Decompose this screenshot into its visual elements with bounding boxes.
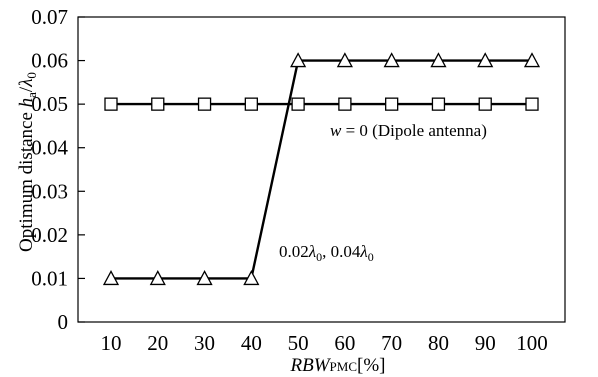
square-marker	[431, 97, 446, 111]
square-marker	[104, 97, 118, 111]
y-axis-title-prefix: Optimum distance	[16, 107, 37, 252]
annotation-pmc-lambda1: λ	[308, 242, 316, 261]
triangle-marker	[430, 52, 447, 68]
x-axis-title-sub: PMC	[330, 359, 357, 374]
triangle-marker	[290, 52, 307, 68]
y-tick-label: 0.06	[31, 49, 68, 73]
annotation-pmc-sub2: 0	[368, 250, 374, 264]
y-axis-title-h: h	[16, 98, 37, 108]
x-axis-title-main: RBW	[290, 355, 332, 376]
y-axis-title-lambda-sub: 0	[24, 72, 39, 79]
square-marker	[478, 97, 492, 111]
triangle-marker	[102, 270, 120, 286]
triangle-marker	[523, 52, 541, 68]
annotation-pmc-lambda2: λ	[359, 242, 367, 261]
triangle-marker	[477, 52, 494, 68]
square-marker	[338, 97, 352, 111]
x-tick-label: 80	[428, 331, 449, 355]
x-tick-label: 20	[147, 331, 168, 355]
x-tick-label: 10	[101, 331, 122, 355]
triangle-marker	[383, 52, 400, 68]
x-tick-label: 90	[475, 331, 496, 355]
x-tick-label: 60	[334, 331, 355, 355]
y-tick-label: 0.01	[31, 266, 68, 290]
square-marker	[291, 97, 305, 111]
x-tick-label: 70	[381, 331, 402, 355]
annotation-dipole-rest: = 0 (Dipole antenna)	[341, 121, 487, 140]
annotation-dipole-w: w	[330, 121, 342, 140]
square-marker	[385, 97, 399, 111]
y-axis-title-slash: /	[16, 86, 37, 92]
triangle-marker	[243, 270, 260, 286]
x-tick-label: 100	[516, 331, 548, 355]
square-marker	[151, 97, 165, 111]
x-tick-label: 50	[288, 331, 309, 355]
tick-layer: 0 0.01 0.02 0.03 0.04 0.05 0.06 0.07 10 20 30 40 50 6…	[31, 5, 548, 355]
annotation-pmc: 0.02λ0, 0.04λ0	[279, 242, 374, 264]
y-tick-label: 0.07	[31, 5, 68, 29]
plot-frame	[77, 16, 566, 323]
x-axis-title: RBWPMC[%]	[290, 355, 386, 376]
square-marker	[244, 97, 258, 111]
annotation-pmc-sep: , 0.04	[322, 242, 361, 261]
triangle-marker	[149, 270, 166, 286]
x-tick-label: 30	[194, 331, 215, 355]
y-tick-label: 0.04	[31, 136, 68, 160]
annotation-pmc-a: 0.02	[279, 242, 309, 261]
y-axis-title-lambda: λ	[16, 79, 37, 88]
plot-layer	[77, 16, 566, 323]
x-tick-label: 40	[241, 331, 262, 355]
square-marker	[197, 97, 212, 111]
y-tick-label: 0.02	[31, 223, 68, 247]
y-tick-label: 0.05	[31, 92, 68, 116]
triangle-marker	[196, 270, 213, 286]
annotation-dipole: w = 0 (Dipole antenna)	[330, 121, 487, 140]
annotation-pmc-sub1: 0	[316, 250, 322, 264]
triangle-marker	[336, 52, 353, 68]
y-tick-label: 0.03	[31, 179, 68, 203]
square-marker	[525, 97, 539, 111]
x-axis-title-unit: [%]	[357, 355, 385, 376]
y-axis-title: Optimum distance ha/λ0	[16, 72, 39, 252]
y-axis-title-h-sub: a	[24, 92, 39, 98]
series-triangle-line	[111, 59, 532, 280]
y-tick-label: 0	[58, 310, 69, 334]
